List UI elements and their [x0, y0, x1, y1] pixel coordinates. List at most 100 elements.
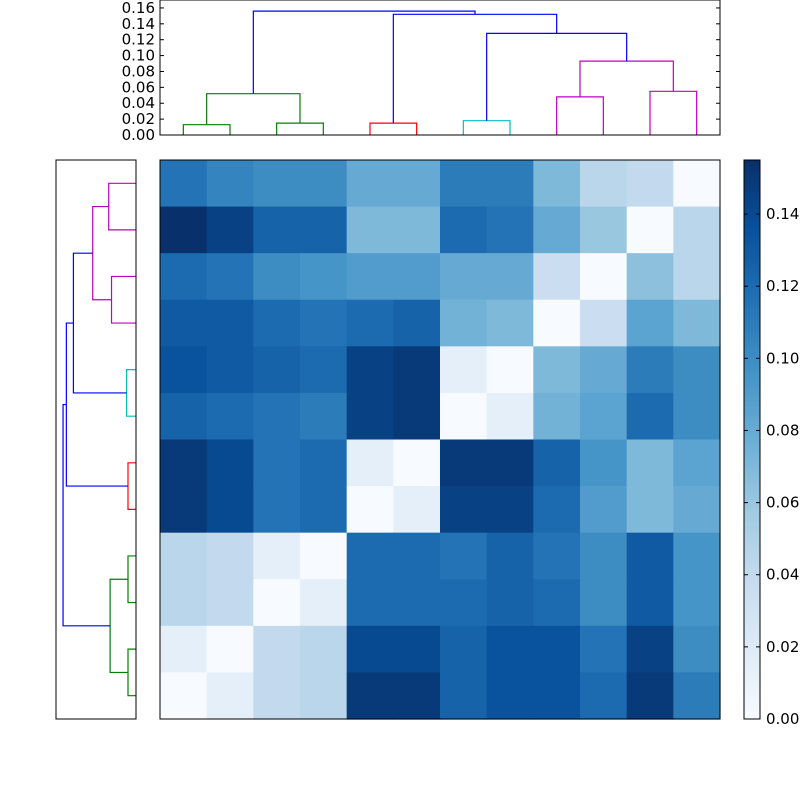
heatmap-cell-r0-c0 — [160, 160, 208, 208]
heatmap-cell-r2-c8 — [533, 253, 581, 301]
heatmap-cell-r6-c10 — [626, 439, 674, 487]
heatmap-cell-r1-c6 — [440, 206, 488, 254]
heatmap-cell-r10-c4 — [346, 625, 394, 674]
heatmap-cell-r9-c10 — [626, 579, 674, 627]
heatmap-cell-r4-c0 — [160, 346, 208, 394]
heatmap-cell-r9-c4 — [346, 579, 394, 627]
heatmap-cell-r5-c6 — [440, 392, 488, 441]
heatmap-cell-r2-c6 — [440, 253, 488, 301]
heatmap-cell-r3-c1 — [206, 299, 254, 347]
top-y-tick-label: 0.00 — [122, 126, 155, 144]
heatmap-cell-r3-c8 — [533, 299, 581, 347]
heatmap-cell-r6-c6 — [440, 439, 488, 487]
heatmap-cell-r10-c2 — [253, 625, 301, 674]
colorbar-frame — [743, 159, 761, 720]
heatmap-cell-r0-c8 — [533, 160, 581, 208]
heatmap-cell-r7-c2 — [253, 486, 301, 534]
heatmap-cell-r11-c6 — [440, 672, 488, 720]
heatmap-cell-r7-c7 — [486, 486, 534, 534]
heatmap-cell-r4-c3 — [300, 346, 348, 394]
heatmap-cell-r11-c4 — [346, 672, 394, 720]
heatmap-cell-r4-c11 — [673, 346, 721, 394]
top-dendrogram-link — [252, 10, 476, 94]
heatmap-cell-r8-c9 — [580, 532, 628, 580]
heatmap-cell-r9-c2 — [253, 579, 301, 627]
heatmap-cell-r1-c10 — [626, 206, 674, 254]
heatmap-cell-r11-c5 — [393, 672, 441, 720]
heatmap-cell-r11-c0 — [160, 672, 208, 720]
heatmap-cell-r0-c11 — [673, 160, 721, 208]
heatmap-cell-r0-c7 — [486, 160, 534, 208]
heatmap-cell-r6-c9 — [580, 439, 628, 487]
heatmap-cell-r7-c9 — [580, 486, 628, 534]
top-y-tick-label: 0.14 — [122, 15, 155, 33]
heatmap-cell-r4-c4 — [346, 346, 394, 394]
colorbar-tick-label: 0.06 — [766, 494, 799, 512]
heatmap-cell-r5-c9 — [580, 392, 628, 441]
heatmap-cell-r0-c4 — [346, 160, 394, 208]
heatmap-cell-r10-c3 — [300, 625, 348, 674]
colorbar-tick-label: 0.00 — [766, 710, 799, 728]
heatmap-cell-r6-c3 — [300, 439, 348, 487]
top-dendrogram-y-axis: 0.000.020.040.060.080.100.120.140.16 — [122, 0, 720, 144]
heatmap-cell-r9-c3 — [300, 579, 348, 627]
heatmap-frame — [159, 159, 721, 720]
heatmap-cell-r6-c4 — [346, 439, 394, 487]
heatmap-cell-r4-c9 — [580, 346, 628, 394]
heatmap-cell-r10-c6 — [440, 625, 488, 674]
heatmap-cell-r2-c5 — [393, 253, 441, 301]
top-dendrogram-frame — [159, 0, 721, 136]
heatmap-cell-r1-c2 — [253, 206, 301, 254]
heatmap-cell-r7-c1 — [206, 486, 254, 534]
heatmap-cell-r3-c0 — [160, 299, 208, 347]
heatmap-cell-r1-c5 — [393, 206, 441, 254]
heatmap-cell-r0-c5 — [393, 160, 441, 208]
heatmap-cell-r11-c9 — [580, 672, 628, 720]
heatmap-cell-r8-c6 — [440, 532, 488, 580]
heatmap-cell-r0-c10 — [626, 160, 674, 208]
heatmap-cell-r10-c10 — [626, 625, 674, 674]
heatmap-cell-r5-c8 — [533, 392, 581, 441]
heatmap-cell-r4-c6 — [440, 346, 488, 394]
heatmap-cell-r2-c4 — [346, 253, 394, 301]
left-dendrogram-link — [62, 403, 111, 627]
colorbar-tick-label: 0.02 — [766, 638, 799, 656]
heatmap-cell-r4-c1 — [206, 346, 254, 394]
heatmap-cell-r1-c0 — [160, 206, 208, 254]
heatmap-cell-r11-c1 — [206, 672, 254, 720]
heatmap-cell-r8-c3 — [300, 532, 348, 580]
top-y-tick-label: 0.08 — [122, 62, 155, 80]
heatmap-cell-r7-c8 — [533, 486, 581, 534]
heatmap-cell-r8-c2 — [253, 532, 301, 580]
heatmap-cell-r10-c5 — [393, 625, 441, 674]
heatmap-cell-r10-c9 — [580, 625, 628, 674]
heatmap-cell-r8-c0 — [160, 532, 208, 580]
heatmap-cell-r10-c8 — [533, 625, 581, 674]
top-y-tick-label: 0.06 — [122, 78, 155, 96]
heatmap-cell-r5-c10 — [626, 392, 674, 441]
heatmap-cell-r6-c1 — [206, 439, 254, 487]
heatmap-cell-r9-c6 — [440, 579, 488, 627]
heatmap-cell-r5-c4 — [346, 392, 394, 441]
heatmap-cell-r8-c5 — [393, 532, 441, 580]
heatmap-cell-r3-c3 — [300, 299, 348, 347]
heatmap-cell-r8-c10 — [626, 532, 674, 580]
heatmap-cell-r3-c7 — [486, 299, 534, 347]
heatmap-cell-r11-c2 — [253, 672, 301, 720]
heatmap-cell-r3-c2 — [253, 299, 301, 347]
heatmap-cell-r5-c0 — [160, 392, 208, 441]
heatmap-cell-r6-c8 — [533, 439, 581, 487]
heatmap-cell-r4-c5 — [393, 346, 441, 394]
heatmap-cell-r10-c1 — [206, 625, 254, 674]
heatmap-cell-r1-c7 — [486, 206, 534, 254]
heatmap-cell-r1-c1 — [206, 206, 254, 254]
heatmap-cell-r6-c2 — [253, 439, 301, 487]
heatmap-cell-r1-c3 — [300, 206, 348, 254]
heatmap-cell-r0-c9 — [580, 160, 628, 208]
heatmap-cell-r2-c3 — [300, 253, 348, 301]
heatmap-cell-r9-c11 — [673, 579, 721, 627]
heatmap-cell-r4-c8 — [533, 346, 581, 394]
heatmap-cell-r5-c7 — [486, 392, 534, 441]
heatmap-cell-r6-c11 — [673, 439, 721, 487]
